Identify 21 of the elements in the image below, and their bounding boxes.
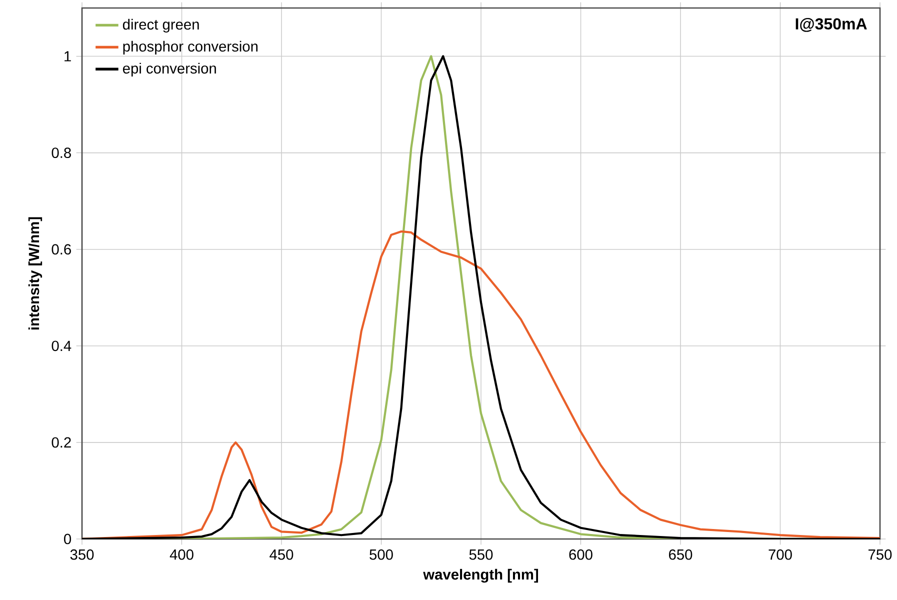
- x-tick-label: 350: [70, 549, 94, 560]
- x-tick-label: 700: [768, 549, 792, 560]
- y-tick-label: 0.8: [52, 148, 71, 158]
- legend-label: direct green: [122, 18, 199, 33]
- x-tick-label: 750: [868, 549, 892, 560]
- y-tick-label: 0.2: [52, 437, 71, 448]
- y-tick-label: 0.4: [52, 340, 72, 352]
- annotation: I@350mA: [796, 18, 867, 32]
- y-tick-label: 0.6: [52, 244, 71, 255]
- x-tick-label: 450: [270, 549, 294, 560]
- x-tick-label: 600: [569, 549, 592, 560]
- legend-label: epi conversion: [122, 62, 216, 76]
- x-tick-label: 500: [370, 549, 393, 560]
- y-tick-label: 1: [64, 51, 71, 62]
- x-axis-title: wavelength [nm]: [423, 568, 538, 583]
- x-tick-label: 550: [469, 549, 493, 560]
- x-tick-label: 400: [170, 549, 194, 560]
- x-tick-label: 650: [669, 549, 692, 560]
- y-axis-title: intensity [W/nm]: [28, 217, 42, 330]
- legend-label: phosphor conversion: [123, 40, 258, 55]
- y-tick-label: 0: [64, 534, 72, 544]
